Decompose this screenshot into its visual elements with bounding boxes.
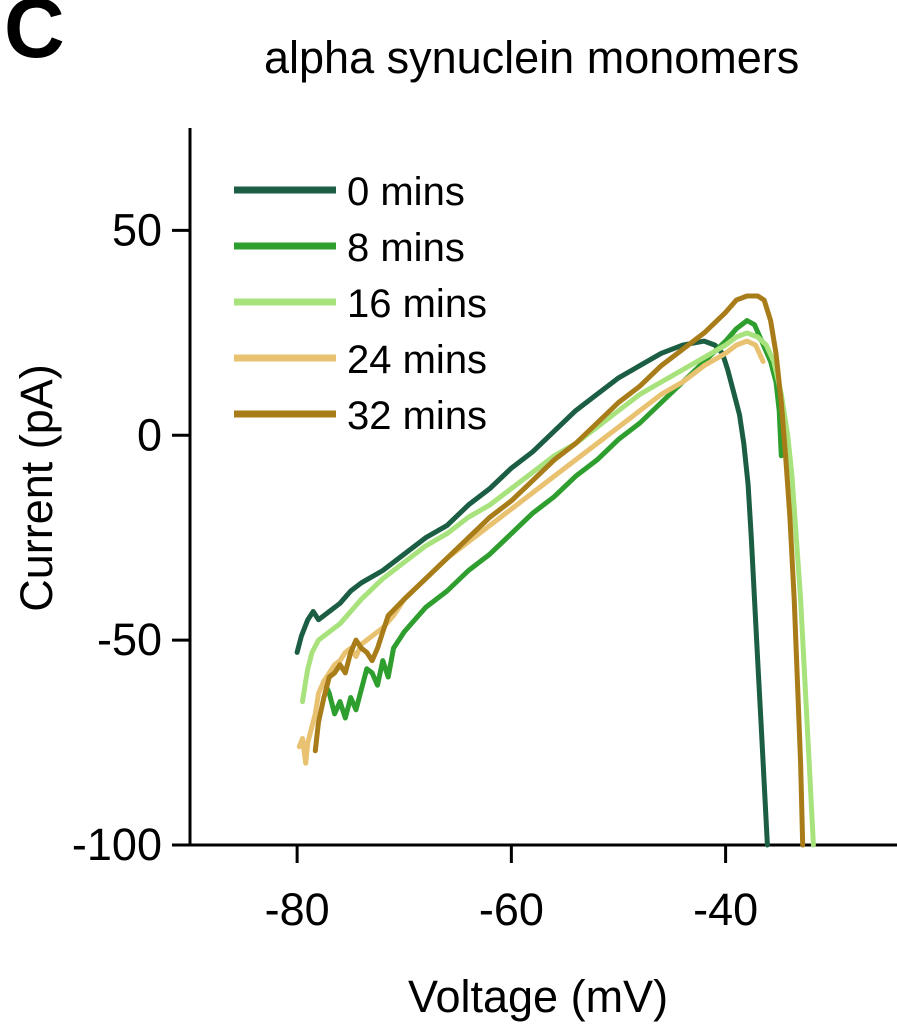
x-tick-label: -60 [479,884,544,935]
series-line-5 [312,293,806,848]
y-axis-label: Current (pA) [11,364,62,612]
legend-label-4: 24 mins [347,338,487,382]
panel-label: C [4,0,65,75]
legend-label-5: 32 mins [347,394,487,438]
axes: 50 0 -50 -100 -80 -60 -40 [72,128,897,935]
series-line-2 [321,318,784,721]
legend-label-2: 8 mins [347,226,465,270]
legend-label-1: 0 mins [347,170,465,214]
legend-label-3: 16 mins [347,282,487,326]
legend: 0 mins 8 mins 16 mins 24 mins 32 mins [234,170,487,438]
series-layer [294,293,816,848]
y-tick-label: -50 [97,614,162,665]
x-tick-label: -80 [265,884,330,935]
chart-title: alpha synuclein monomers [264,32,800,83]
series-line-1 [294,338,770,848]
y-tick-label: 0 [137,409,162,460]
y-tick-label: -100 [72,819,162,870]
y-tick-label: 50 [112,204,162,255]
x-axis-label: Voltage (mV) [408,971,668,1022]
x-tick-label: -40 [693,884,758,935]
